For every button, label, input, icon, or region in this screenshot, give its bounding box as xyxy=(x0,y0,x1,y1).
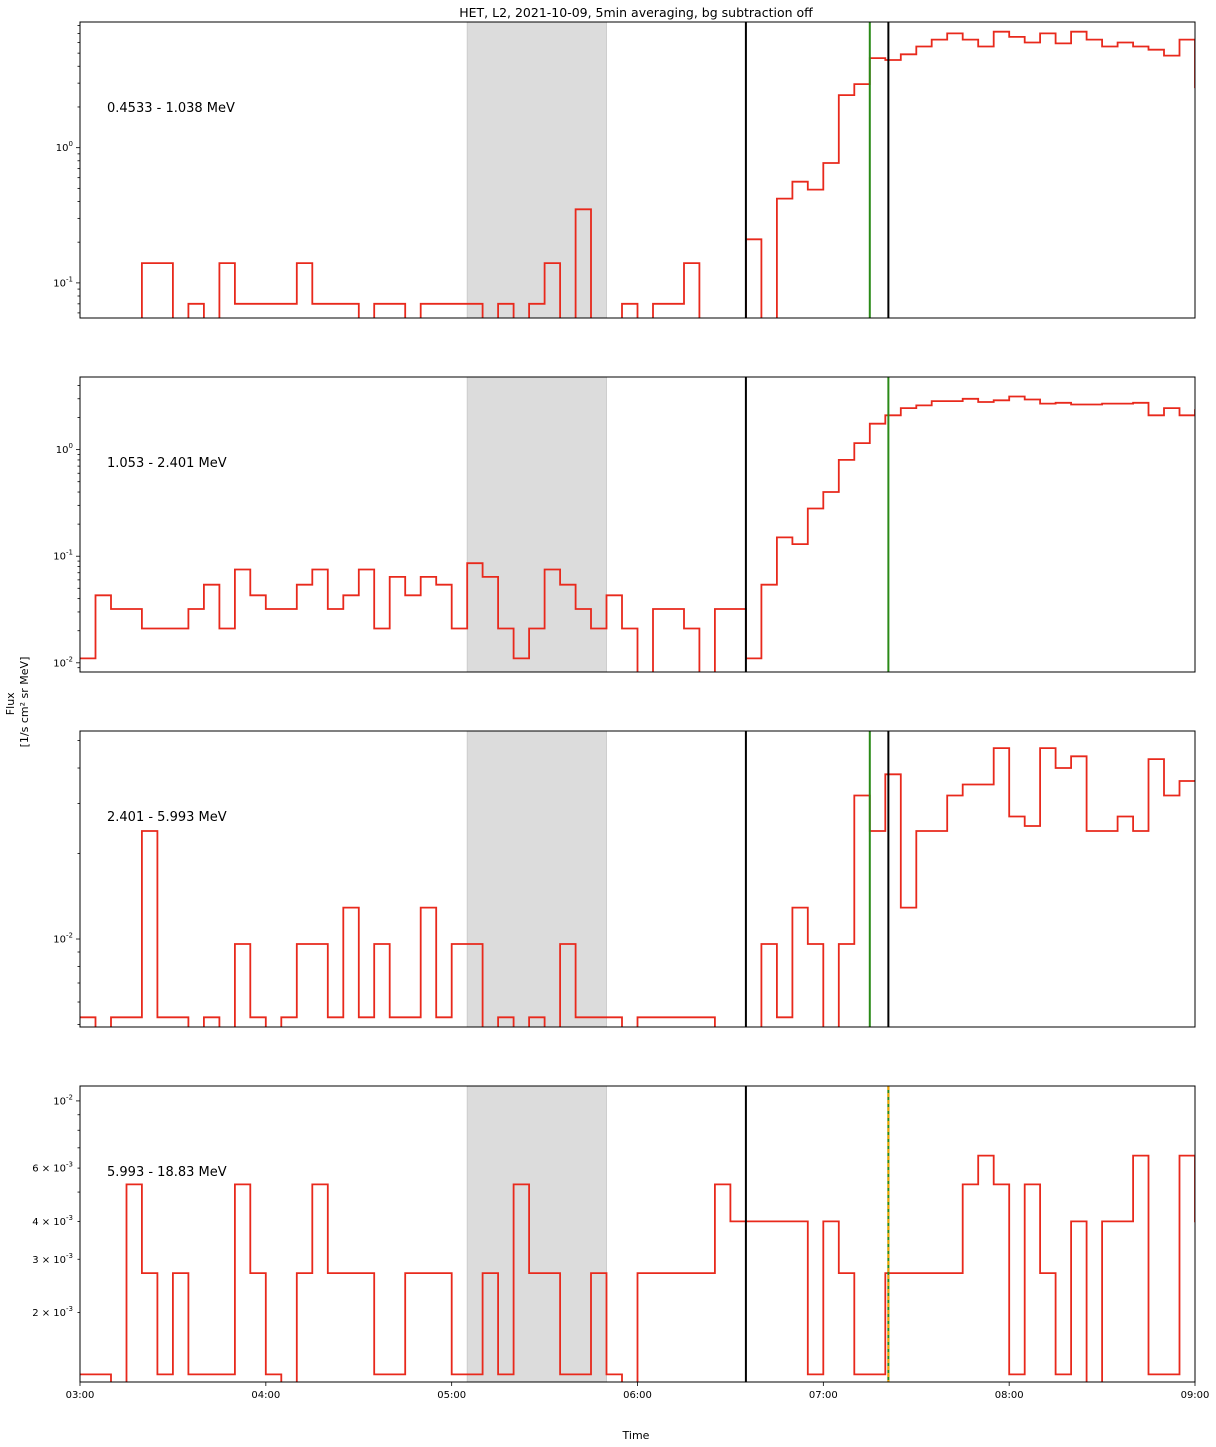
channel-label: 0.4533 - 1.038 MeV xyxy=(107,101,235,116)
x-axis: 03:00 04:00 05:00 06:00 07:00 08:00 09:00 xyxy=(66,1382,1210,1401)
y-tick-label: 10-2 xyxy=(53,1093,73,1107)
background-window xyxy=(466,1085,607,1383)
y-tick-label: 10-2 xyxy=(53,932,73,946)
channel-label: 5.993 - 18.83 MeV xyxy=(107,1165,227,1180)
panel-2: 10-2 10-1 100 1.053 - 2.401 MeV xyxy=(53,376,1196,673)
panel-3: 10-2 2.401 - 5.993 MeV xyxy=(53,730,1196,1028)
chart-title: HET, L2, 2021-10-09, 5min averaging, bg … xyxy=(459,5,813,20)
y-tick-label: 6 × 10-3 xyxy=(32,1161,73,1175)
x-tick-label: 04:00 xyxy=(251,1390,280,1401)
background-window xyxy=(466,730,607,1028)
x-tick-label: 05:00 xyxy=(437,1390,466,1401)
background-window xyxy=(466,21,607,319)
panel-1: 10-1 100 0.4533 - 1.038 MeV xyxy=(53,21,1196,319)
flux-series xyxy=(141,30,1195,318)
panel-frame xyxy=(79,21,1196,319)
x-tick-label: 06:00 xyxy=(623,1390,652,1401)
y-axis-label: Flux [1/s cm² sr MeV] xyxy=(4,657,31,748)
y-tick-label: 4 × 10-3 xyxy=(32,1214,73,1228)
x-tick-label: 08:00 xyxy=(995,1390,1024,1401)
flux-series xyxy=(80,1154,1195,1382)
y-tick-label: 100 xyxy=(56,442,73,456)
flux-series xyxy=(80,747,1195,1027)
y-tick-label: 10-1 xyxy=(53,549,73,563)
channel-label: 2.401 - 5.993 MeV xyxy=(107,810,227,825)
flux-series xyxy=(80,395,1195,672)
panels: 10-1 100 0.4533 - 1.038 MeV 10-2 10-1 100 1.05… xyxy=(32,21,1196,1383)
panel-4: 2 × 10-3 3 × 10-3 4 × 10-3 6 × 10-3 10-2 5.99… xyxy=(32,1085,1196,1383)
background-window xyxy=(466,376,607,673)
y-axis-label-line2: [1/s cm² sr MeV] xyxy=(18,657,31,748)
y-tick-label: 100 xyxy=(56,140,73,154)
y-tick-label: 10-1 xyxy=(53,275,73,289)
y-tick-label: 10-2 xyxy=(53,655,73,669)
channel-label: 1.053 - 2.401 MeV xyxy=(107,456,227,471)
panel-frame xyxy=(79,730,1196,1028)
x-tick-label: 09:00 xyxy=(1181,1390,1210,1401)
x-tick-label: 07:00 xyxy=(809,1390,838,1401)
x-axis-label: Time xyxy=(622,1429,650,1442)
x-tick-label: 03:00 xyxy=(66,1390,95,1401)
y-tick-label: 3 × 10-3 xyxy=(32,1252,73,1266)
y-tick-label: 2 × 10-3 xyxy=(32,1305,73,1319)
y-axis-label-line1: Flux xyxy=(4,692,17,715)
